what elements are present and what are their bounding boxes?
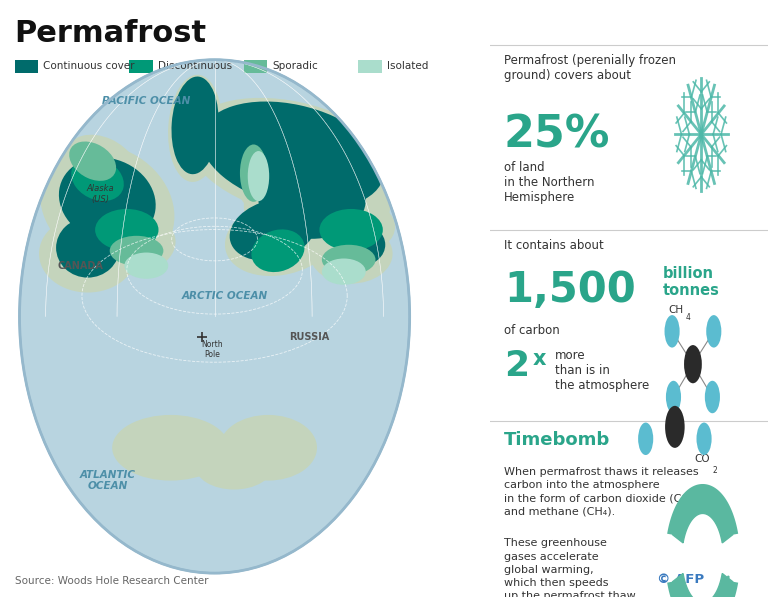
Ellipse shape: [171, 76, 219, 174]
Ellipse shape: [259, 161, 366, 239]
Text: Discontinuous: Discontinuous: [157, 61, 232, 71]
Circle shape: [697, 423, 712, 455]
Text: 1,500: 1,500: [504, 269, 636, 310]
Text: Source: Woods Hole Research Center: Source: Woods Hole Research Center: [15, 576, 208, 586]
Text: billion
tonnes: billion tonnes: [662, 266, 719, 298]
Text: of carbon: of carbon: [504, 324, 560, 337]
Ellipse shape: [95, 209, 158, 251]
Text: Continuous cover: Continuous cover: [43, 61, 134, 71]
Polygon shape: [673, 574, 733, 597]
Ellipse shape: [195, 442, 273, 490]
Ellipse shape: [187, 98, 399, 219]
Ellipse shape: [65, 135, 140, 199]
Circle shape: [666, 381, 681, 413]
Text: Permafrost (perenially frozen
ground) covers about: Permafrost (perenially frozen ground) co…: [504, 54, 676, 82]
Text: Timebomb: Timebomb: [504, 431, 610, 449]
FancyBboxPatch shape: [15, 60, 38, 73]
Text: ATLANTIC
OCEAN: ATLANTIC OCEAN: [79, 470, 135, 491]
Text: Alaska
(US): Alaska (US): [86, 184, 114, 204]
Text: Isolated: Isolated: [387, 61, 428, 71]
FancyBboxPatch shape: [359, 60, 382, 73]
Ellipse shape: [225, 196, 341, 276]
Circle shape: [664, 315, 680, 347]
Ellipse shape: [78, 209, 176, 275]
FancyBboxPatch shape: [129, 60, 153, 73]
Text: Sporadic: Sporadic: [272, 61, 318, 71]
Text: CO: CO: [694, 454, 710, 464]
Ellipse shape: [124, 253, 168, 279]
Ellipse shape: [168, 75, 222, 182]
Ellipse shape: [319, 209, 382, 251]
Text: It contains about: It contains about: [504, 239, 604, 252]
Ellipse shape: [201, 101, 384, 209]
Text: Permafrost: Permafrost: [15, 19, 207, 48]
Text: x: x: [533, 349, 547, 370]
Ellipse shape: [230, 199, 316, 261]
Text: © AFP: © AFP: [657, 573, 704, 586]
Text: CANADA: CANADA: [58, 261, 104, 270]
Text: When permafrost thaws it releases
carbon into the atmosphere
in the form of carb: When permafrost thaws it releases carbon…: [504, 467, 699, 516]
Ellipse shape: [112, 415, 229, 481]
Text: more
than is in
the atmosphere: more than is in the atmosphere: [555, 349, 650, 392]
Ellipse shape: [322, 259, 366, 285]
Ellipse shape: [248, 151, 270, 201]
Text: RUSSIA: RUSSIA: [290, 333, 329, 342]
FancyBboxPatch shape: [244, 60, 267, 73]
Ellipse shape: [40, 144, 174, 267]
Text: These greenhouse
gases accelerate
global warming,
which then speeds
up the perma: These greenhouse gases accelerate global…: [504, 538, 636, 597]
Circle shape: [665, 406, 684, 448]
Text: 25%: 25%: [504, 113, 611, 156]
Ellipse shape: [251, 229, 305, 272]
Ellipse shape: [336, 203, 395, 251]
Ellipse shape: [336, 224, 386, 266]
Ellipse shape: [39, 215, 137, 293]
Text: CH: CH: [668, 306, 683, 315]
Circle shape: [707, 315, 721, 347]
Text: ARCTIC OCEAN: ARCTIC OCEAN: [181, 291, 267, 300]
Ellipse shape: [220, 415, 317, 481]
Text: 4: 4: [686, 313, 691, 322]
Ellipse shape: [237, 143, 270, 209]
Text: 2: 2: [713, 466, 717, 475]
Circle shape: [638, 423, 654, 455]
Ellipse shape: [71, 157, 124, 201]
Text: 2: 2: [504, 349, 529, 383]
Polygon shape: [673, 490, 733, 543]
Text: PACIFIC OCEAN: PACIFIC OCEAN: [102, 97, 190, 106]
Ellipse shape: [240, 144, 267, 202]
Ellipse shape: [310, 224, 392, 284]
Ellipse shape: [59, 158, 156, 242]
Circle shape: [705, 381, 720, 413]
Circle shape: [684, 345, 702, 383]
Ellipse shape: [56, 218, 120, 278]
Ellipse shape: [322, 245, 376, 275]
Ellipse shape: [19, 60, 409, 573]
Ellipse shape: [110, 236, 164, 266]
Text: of land
in the Northern
Hemisphere: of land in the Northern Hemisphere: [504, 161, 594, 204]
Text: North
Pole: North Pole: [201, 340, 223, 359]
Ellipse shape: [244, 155, 390, 257]
Ellipse shape: [69, 141, 116, 181]
